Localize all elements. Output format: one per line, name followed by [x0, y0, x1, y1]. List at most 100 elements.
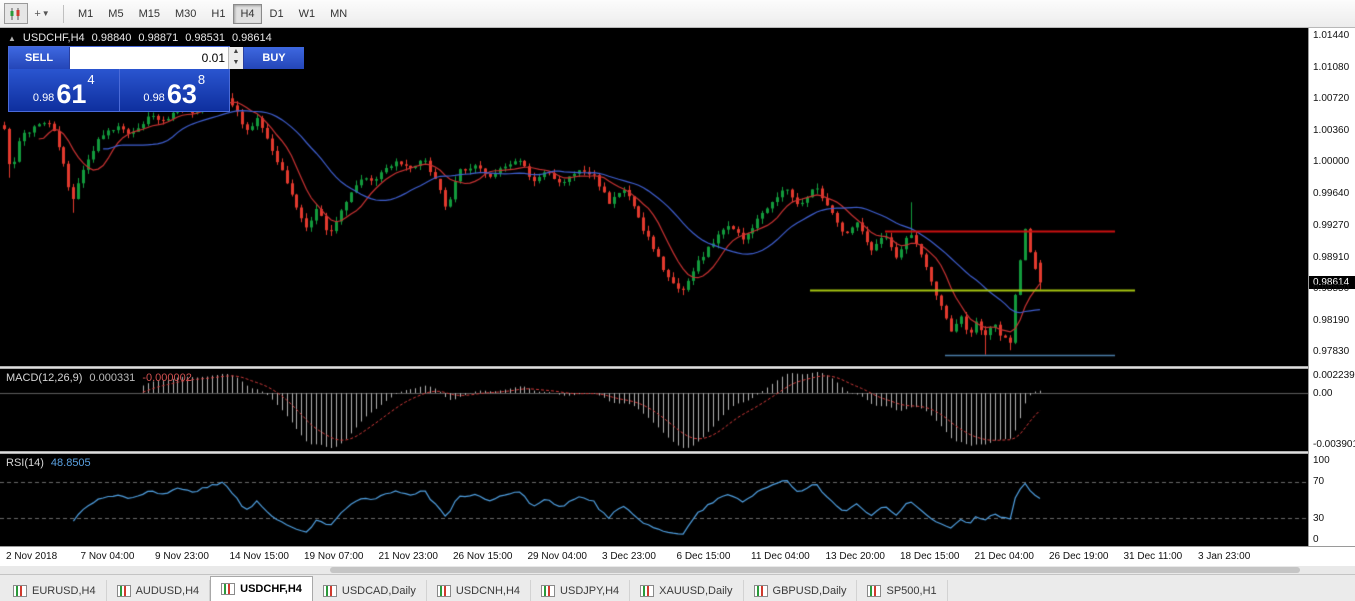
rsi-label: RSI(14) 48.8505 [6, 457, 91, 469]
time-axis[interactable]: 2 Nov 2018 7 Nov 04:00 9 Nov 23:00 14 Nov 1… [0, 546, 1355, 566]
macd-name: MACD(12,26,9) [6, 372, 83, 384]
time-tick: 29 Nov 04:00 [527, 551, 588, 562]
chart-tab-icon [116, 584, 131, 597]
chart-tab-audusd[interactable]: AUDUSD,H4 [107, 580, 211, 601]
time-tick: 21 Nov 23:00 [378, 551, 439, 562]
price-tick: 0.98910 [1313, 251, 1350, 263]
chart-tab-eurusd[interactable]: EURUSD,H4 [3, 580, 107, 601]
chart-tab-icon [322, 584, 337, 597]
rsi-name: RSI(14) [6, 457, 44, 469]
sell-price-pip: 4 [87, 72, 95, 87]
symbol-label: USDCHF,H4 [22, 32, 85, 44]
timeframe-button-h1[interactable]: H1 [211, 7, 226, 20]
chart-tab-usdcnh[interactable]: USDCNH,H4 [427, 580, 532, 601]
sell-price-big: 61 [56, 79, 87, 109]
open-value: 0.98840 [91, 32, 132, 44]
price-tick: 0.98190 [1313, 314, 1350, 326]
rsi-value: 48.8505 [50, 457, 91, 469]
low-value: 0.98531 [185, 32, 225, 44]
price-divider [118, 69, 120, 111]
sell-price-base: 0.98 [32, 92, 55, 104]
chart-tab-icon [867, 584, 882, 597]
scrollbar-slider[interactable] [330, 567, 1300, 573]
current-price-badge: 0.98614 [1309, 276, 1355, 290]
time-tick: 6 Dec 15:00 [676, 551, 731, 562]
volume-increase-button[interactable]: ▲ [229, 47, 243, 58]
chevron-down-icon: ▼ [41, 9, 50, 18]
volume-decrease-button[interactable]: ▼ [229, 58, 243, 69]
chart-tab-icon [436, 584, 451, 597]
time-tick: 13 Dec 20:00 [825, 551, 886, 562]
chart-tab-label: USDJPY,H4 [560, 584, 620, 597]
rsi-axis-0: 0 [1313, 534, 1319, 545]
sell-price-display[interactable]: 0.98 61 4 [9, 69, 119, 111]
price-tick: 0.97830 [1313, 346, 1350, 358]
chart-tab-icon [221, 583, 236, 595]
price-tick: 0.99270 [1313, 220, 1350, 232]
one-click-trading-panel: SELL ▲ ▼ BUY 0.98 61 4 0.98 [8, 46, 304, 112]
time-tick: 19 Nov 07:00 [304, 551, 364, 562]
price-tick: 1.00000 [1313, 156, 1350, 168]
chart-tab-label: USDCNH,H4 [455, 584, 521, 597]
macd-signal-value: -0.000002 [142, 372, 192, 384]
sell-button[interactable]: SELL [9, 47, 69, 69]
timeframe-button-mn[interactable]: MN [330, 7, 348, 20]
chart-tab-xauusd[interactable]: XAUUSD,Daily [630, 580, 744, 601]
macd-label: MACD(12,26,9) 0.000331 -0.000002 [6, 372, 192, 384]
price-tick: 1.00720 [1313, 93, 1350, 105]
chart-tab-label: SP500,H1 [886, 584, 937, 597]
toolbar-separator [63, 4, 64, 23]
chart-tab-sp500[interactable]: SP500,H1 [857, 580, 948, 601]
chart-window: ▲ USDCHF,H4 0.98840 0.98871 0.98531 0.98… [0, 28, 1355, 574]
buy-price-big: 63 [166, 79, 197, 109]
chart-tab-icon [753, 584, 768, 597]
chart-tab-gbpusd[interactable]: GBPUSD,Daily [744, 580, 858, 601]
chart-tab-usdjpy[interactable]: USDJPY,H4 [531, 580, 631, 601]
macd-indicator-canvas[interactable] [0, 369, 1308, 451]
timeframe-button-w1[interactable]: W1 [298, 7, 316, 20]
timeframe-button-d1[interactable]: D1 [269, 7, 284, 20]
close-value: 0.98614 [231, 32, 272, 44]
horizontal-scrollbar[interactable] [0, 566, 1355, 574]
time-tick: 3 Jan 23:00 [1198, 551, 1251, 562]
buy-button[interactable]: BUY [244, 47, 304, 69]
chart-ohlc-header: ▲ USDCHF,H4 0.98840 0.98871 0.98531 0.98… [8, 32, 272, 44]
crosshair-dropdown-button[interactable]: + ▼ [30, 3, 54, 24]
macd-axis-zero: 0.00 [1313, 388, 1333, 400]
chart-type-button[interactable] [4, 3, 28, 24]
chart-tab-label: USDCHF,H4 [240, 583, 302, 595]
timeframe-button-h4[interactable]: H4 [233, 3, 262, 24]
timeframe-button-m1[interactable]: M1 [78, 7, 94, 20]
time-tick: 26 Dec 19:00 [1049, 551, 1109, 562]
macd-main-value: 0.000331 [89, 372, 136, 384]
rsi-indicator-canvas[interactable] [0, 454, 1308, 546]
chart-tab-usdcad[interactable]: USDCAD,Daily [313, 580, 427, 601]
crosshair-icon: + [34, 7, 41, 20]
high-value: 0.98871 [138, 32, 179, 44]
panel-splitter[interactable] [0, 366, 1355, 369]
time-tick: 7 Nov 04:00 [80, 551, 135, 562]
candlestick-icon [10, 7, 20, 20]
rsi-axis-100: 100 [1313, 455, 1330, 466]
chart-tab-usdchf[interactable]: USDCHF,H4 [210, 576, 313, 601]
time-tick: 11 Dec 04:00 [751, 551, 810, 562]
time-tick: 3 Dec 23:00 [602, 551, 656, 562]
chart-tab-icon [640, 584, 655, 597]
buy-price-display[interactable]: 0.98 63 8 [120, 69, 230, 111]
time-tick: 2 Nov 2018 [6, 551, 58, 562]
chart-tab-label: USDCAD,Daily [341, 584, 416, 597]
timeframe-button-m5[interactable]: M5 [108, 7, 124, 20]
volume-input[interactable] [70, 47, 228, 69]
time-tick: 21 Dec 04:00 [974, 551, 1035, 562]
chart-tabs-bar: EURUSD,H4 AUDUSD,H4 USDCHF,H4 USDCAD,Daily U… [0, 574, 1355, 601]
timeframe-button-m15[interactable]: M15 [138, 7, 160, 20]
price-tick: 1.01080 [1313, 61, 1350, 73]
price-tick: 1.00360 [1313, 124, 1350, 136]
time-tick: 14 Nov 15:00 [229, 551, 290, 562]
timeframe-button-m30[interactable]: M30 [174, 7, 197, 20]
time-tick: 9 Nov 23:00 [155, 551, 209, 562]
panel-splitter[interactable] [0, 451, 1355, 454]
price-tick: 0.98550 [1313, 283, 1350, 295]
price-tick: 1.01440 [1313, 30, 1350, 41]
